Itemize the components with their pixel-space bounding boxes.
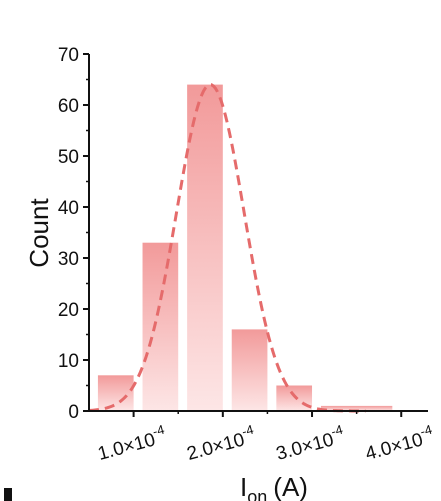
y-tick-label-50: 50 xyxy=(58,147,79,168)
histogram-bar-2 xyxy=(142,242,179,411)
gaussian-fit-curve xyxy=(88,83,366,413)
x-tick-label-3: 3.0×10-4 xyxy=(273,422,348,465)
x-tick-label-4: 4.0×10-4 xyxy=(362,422,437,465)
x-tick-label-2: 2.0×10-4 xyxy=(183,422,258,465)
histogram-bar-4 xyxy=(231,329,268,411)
y-tick-label-10: 10 xyxy=(58,351,79,372)
y-tick-label-60: 60 xyxy=(58,96,79,117)
histogram-bar-6 xyxy=(320,405,393,411)
x-ticks-layer: 1.0×10-4 2.0×10-4 3.0×10-4 4.0×10-4 xyxy=(94,411,437,465)
x-tick-label-1: 1.0×10-4 xyxy=(94,422,169,465)
x-axis-title-base: I xyxy=(240,472,247,501)
y-tick-label-0: 0 xyxy=(68,402,79,423)
y-tick-label-20: 20 xyxy=(58,300,79,321)
histogram-bar-5 xyxy=(276,385,313,411)
y-axis-title: Count xyxy=(24,198,54,268)
y-tick-label-70: 70 xyxy=(58,45,79,66)
bars-layer xyxy=(97,84,393,411)
x-axis-title: Ion (A) xyxy=(240,472,308,501)
y-ticks-layer: 0 10 20 30 40 50 60 70 xyxy=(58,45,89,423)
x-axis-title-subscript: on xyxy=(247,487,267,501)
y-tick-label-30: 30 xyxy=(58,249,79,270)
histogram-bar-1 xyxy=(97,375,134,411)
y-tick-label-40: 40 xyxy=(58,198,79,219)
histogram-bar-3 xyxy=(187,84,223,411)
panel-label-fragment xyxy=(4,488,12,501)
x-axis-title-unit: (A) xyxy=(273,472,308,501)
